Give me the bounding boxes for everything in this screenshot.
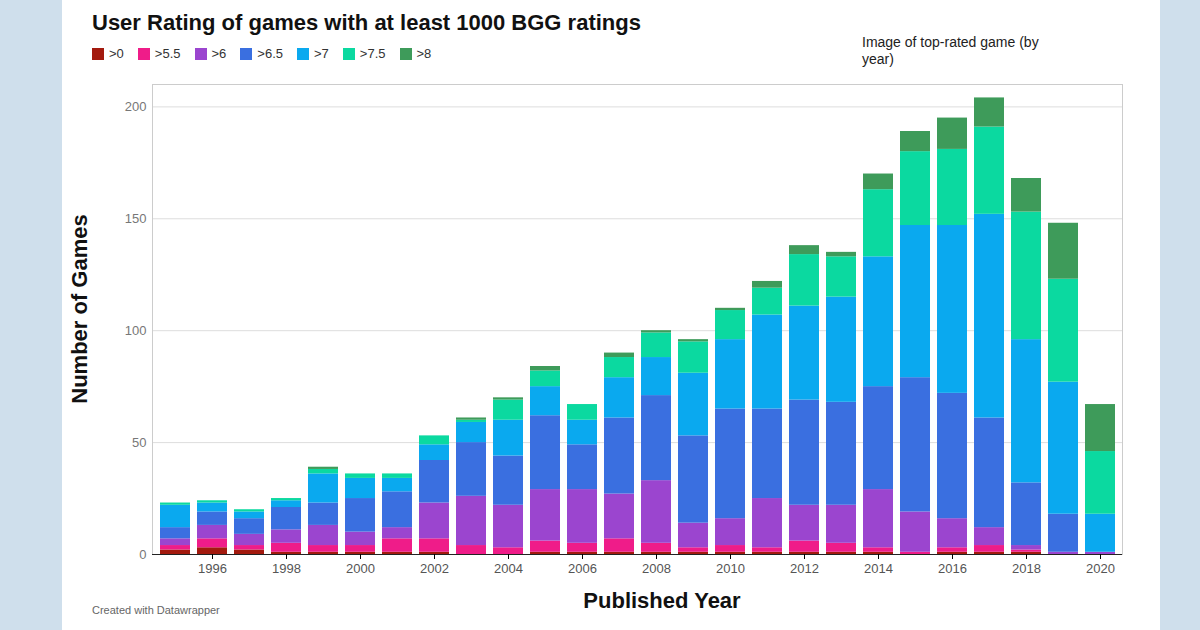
svg-text:2016: 2016 [938,561,967,576]
html-text:>5.5: >5.5 [154,46,181,61]
svg-text:50: 50 [132,435,146,450]
svg-text:2006: 2006 [568,561,597,576]
svg-text:2010: 2010 [716,561,745,576]
svg-text:2002: 2002 [420,561,449,576]
svg-text:2000: 2000 [346,561,375,576]
html-text:Number of Games: Number of Games [67,214,92,404]
svg-text:2018: 2018 [1012,561,1041,576]
svg-text:1998: 1998 [272,561,301,576]
svg-text:0: 0 [139,547,146,562]
html-text:Published Year: Published Year [583,588,741,613]
html-text:User Rating of games with at l: User Rating of games with at least 1000 … [92,10,641,35]
html-text:Image of top-rated game (by ye: Image of top-rated game (by year) [862,34,1039,67]
html-text:>0: >0 [109,46,124,61]
html-text:>6: >6 [211,46,227,61]
svg-text:2014: 2014 [864,561,893,576]
html-text:>7: >7 [314,46,329,61]
svg-text:2004: 2004 [494,561,523,576]
html-text:>8: >8 [416,46,432,61]
html-text:>7.5: >7.5 [359,46,386,61]
svg-text:1996: 1996 [198,561,227,576]
svg-text:2012: 2012 [790,561,819,576]
html-text:Created with Datawrapper: Created with Datawrapper [92,604,220,616]
html-text:>6.5: >6.5 [257,46,283,61]
svg-text:2020: 2020 [1086,561,1115,576]
svg-text:2008: 2008 [642,561,671,576]
svg-text:200: 200 [125,99,147,114]
svg-text:150: 150 [125,211,147,226]
svg-text:100: 100 [125,323,147,338]
